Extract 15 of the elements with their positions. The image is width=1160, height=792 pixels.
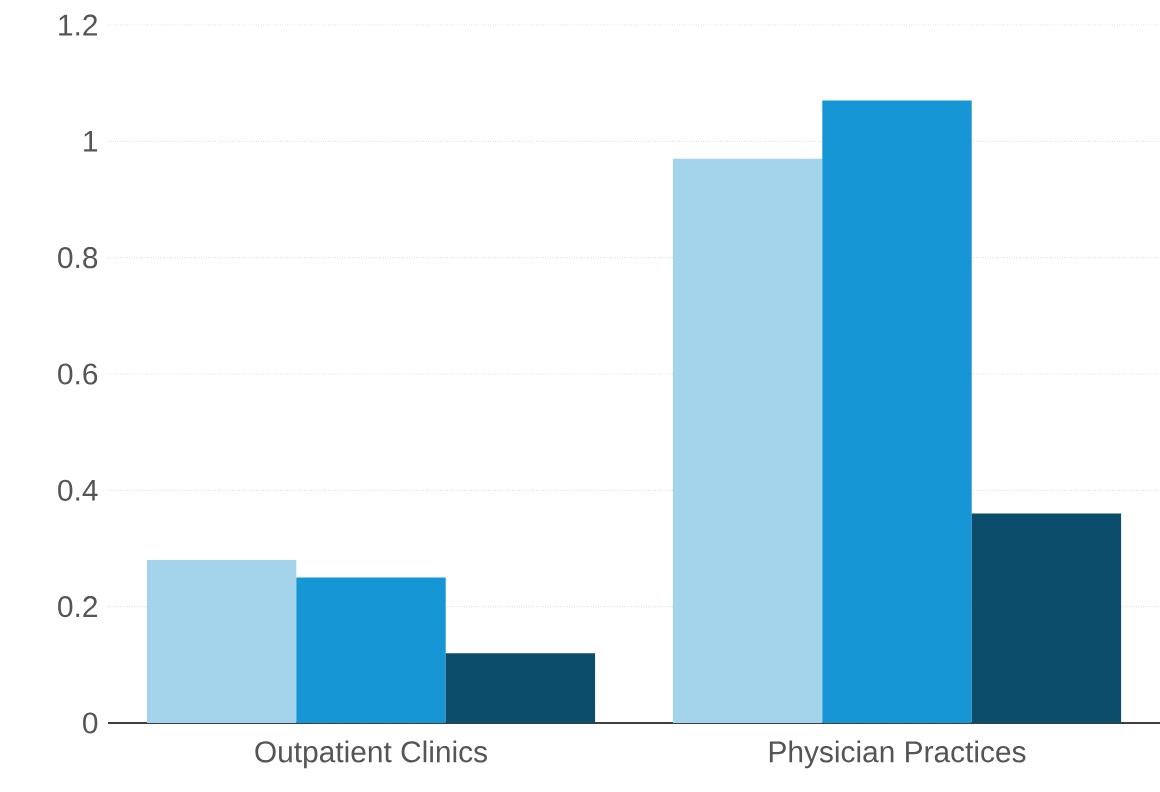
x-tick-label: Outpatient Clinics	[255, 740, 487, 769]
bar	[672, 158, 823, 723]
bar	[296, 577, 446, 723]
y-tick-label: 0.6	[58, 363, 98, 385]
y-tick-label: 0.2	[58, 596, 97, 618]
bar	[445, 653, 596, 723]
bar	[971, 513, 1122, 723]
y-tick-label: 0	[83, 712, 98, 734]
bar	[822, 100, 972, 723]
y-tick-label: 0.4	[58, 479, 98, 501]
y-tick-label: 1.2	[59, 14, 97, 36]
y-tick-label: 0.8	[58, 247, 98, 269]
bar	[146, 560, 297, 723]
y-tick-label: 1	[84, 131, 98, 152]
x-tick-label: Physician Practices	[769, 740, 1026, 769]
